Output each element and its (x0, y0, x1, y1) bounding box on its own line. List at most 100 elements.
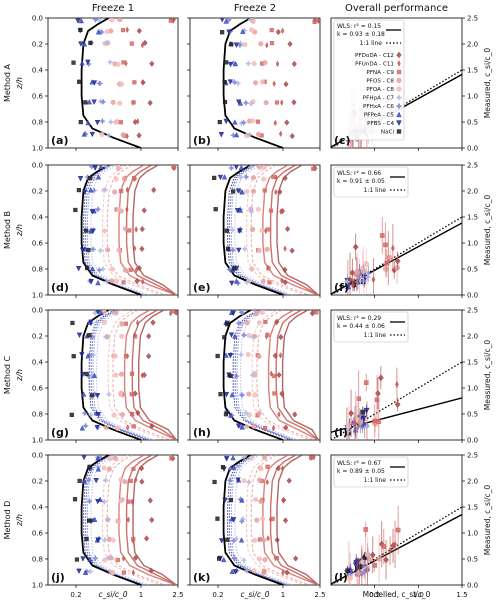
data-point (289, 247, 295, 254)
data-point (113, 278, 119, 284)
data-point (262, 455, 268, 461)
data-point (95, 537, 101, 543)
data-point (89, 209, 95, 215)
data-point (151, 186, 157, 194)
y-tick-label: 0.8 (32, 119, 43, 127)
model-profile-line (281, 310, 319, 440)
plot-frame (189, 164, 321, 296)
data-point (226, 476, 234, 484)
data-point (262, 426, 268, 431)
data-point (95, 412, 102, 418)
data-point (91, 99, 97, 105)
x-tick-label: 1.5 (456, 591, 467, 599)
data-point (94, 120, 101, 126)
data-point (113, 176, 119, 182)
data-point (235, 188, 242, 194)
data-point (260, 278, 266, 284)
data-point (101, 319, 108, 325)
data-point (225, 246, 231, 251)
data-point (261, 165, 267, 171)
plot-area (331, 216, 462, 295)
data-point (140, 372, 144, 379)
legend-species-label: PFPeA - C5 (364, 113, 395, 119)
data-point (106, 466, 112, 472)
data-point (118, 81, 125, 87)
model-profile-line (269, 165, 319, 295)
data-point (235, 477, 241, 483)
data-point (223, 412, 229, 417)
data-point (105, 247, 111, 253)
data-point (107, 118, 115, 126)
plot-area (212, 165, 319, 295)
data-point (132, 245, 137, 252)
data-point (316, 18, 320, 25)
data-point (135, 409, 141, 416)
data-point (135, 319, 140, 327)
data-point (274, 556, 279, 561)
y-tick-label: 0.0 (467, 292, 478, 300)
data-point (76, 332, 83, 339)
data-point (115, 165, 121, 170)
data-point (99, 117, 106, 125)
plot-area (331, 361, 462, 440)
data-point (251, 423, 257, 429)
data-point (240, 331, 248, 339)
data-point (218, 132, 225, 138)
data-point (131, 466, 136, 472)
data-point (345, 568, 350, 574)
x-tick-label: 0.2 (212, 591, 223, 599)
data-point (251, 568, 257, 574)
data-point (360, 568, 368, 576)
x-tick-label: 2.5 (172, 591, 183, 599)
data-point (118, 120, 123, 125)
data-point (226, 266, 234, 273)
data-point (81, 455, 87, 461)
data-point (363, 380, 369, 385)
data-point (212, 479, 217, 485)
data-point (272, 352, 278, 359)
data-point (168, 18, 173, 23)
panel: 0.2 1 2.5 c_si/c_0 (k) (187, 454, 326, 599)
data-point (222, 335, 227, 340)
data-point (229, 246, 237, 254)
data-point (148, 567, 154, 574)
data-point (229, 226, 236, 234)
plot-frame (47, 17, 179, 149)
data-point (113, 119, 119, 125)
data-point (284, 569, 290, 576)
y-tick-label: 0.5 (467, 119, 478, 127)
data-point (105, 131, 113, 139)
data-point (235, 463, 243, 471)
data-point (267, 280, 272, 285)
data-point (223, 118, 229, 125)
x-tick-label: 1 (281, 591, 285, 599)
data-point (223, 456, 230, 462)
data-point (255, 119, 260, 124)
data-point (231, 78, 238, 86)
model-profile-line (228, 455, 288, 585)
y-tick-label: 1.0 (467, 530, 478, 538)
data-point (241, 245, 249, 253)
data-point (223, 352, 229, 358)
y-tick-label: 0.2 (32, 333, 43, 341)
data-point (75, 18, 81, 24)
data-point (227, 61, 234, 68)
plot-area (71, 18, 176, 148)
legend-species-label: PFUnDA - C11 (355, 62, 394, 68)
plot-frame (47, 309, 179, 441)
y-tick-label: 0.4 (32, 214, 44, 222)
data-point (119, 333, 125, 339)
data-point (94, 205, 102, 213)
panel: WLS: r² = 0.29k = 0.44 ± 0.06 1:1 line 0.0… (330, 307, 492, 445)
data-point (132, 554, 139, 562)
data-point (275, 465, 282, 472)
data-point (238, 165, 245, 170)
data-point (129, 392, 134, 397)
data-point (229, 391, 235, 398)
data-point (224, 60, 229, 65)
data-point (93, 478, 99, 484)
data-point (113, 372, 119, 378)
data-point (102, 333, 110, 341)
data-point (87, 176, 93, 181)
data-point (396, 69, 402, 75)
